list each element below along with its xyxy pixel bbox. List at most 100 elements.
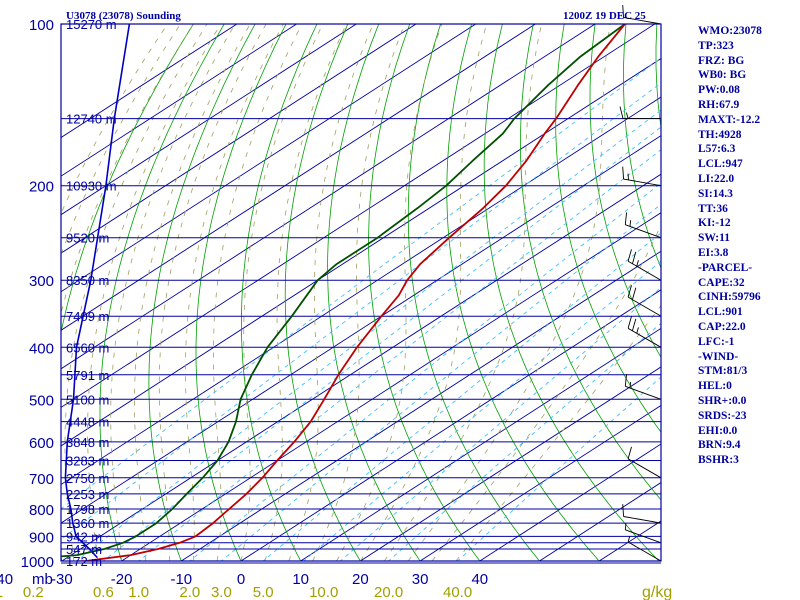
index-item: EHI:0.0 — [698, 424, 738, 437]
pressure-unit-label: mb — [32, 571, 53, 588]
pressure-tick-label: 300 — [29, 273, 54, 290]
height-label: 7409 m — [66, 309, 109, 324]
temperature-tick-label: -40 — [0, 571, 13, 588]
moist-adiabat — [240, 24, 324, 561]
wind-barb — [624, 212, 662, 239]
mixing-ratio-line — [189, 182, 661, 561]
index-item: CAP:22.0 — [698, 320, 746, 333]
mixing-ratio-line — [61, 82, 661, 541]
dry-adiabat — [327, 24, 421, 561]
barb-half — [626, 112, 629, 119]
pressure-tick-label: 100 — [29, 17, 54, 34]
wind-barb — [624, 523, 662, 544]
isotherm-line — [61, 24, 357, 216]
dry-adiabat — [781, 24, 800, 572]
barb-flag — [619, 106, 624, 119]
index-item: LFC:-1 — [698, 335, 735, 348]
isotherm-line — [360, 366, 661, 561]
temperature-tick-label: 40 — [471, 571, 488, 588]
index-item: LCL:901 — [698, 306, 743, 319]
moist-adiabat — [288, 24, 374, 561]
barb-flag — [631, 251, 637, 264]
temperature-tick-label: -30 — [51, 571, 73, 588]
dry-adiabat — [519, 24, 661, 501]
mixing-ratio-label: 20.0 — [374, 584, 403, 600]
barb-staff — [623, 16, 662, 25]
mixing-ratio-line — [339, 287, 661, 561]
height-label: 2750 m — [66, 471, 109, 486]
dry-adiabat — [240, 24, 318, 561]
barb-half — [624, 523, 627, 530]
wind-barb — [627, 285, 662, 317]
height-label: 1798 m — [66, 502, 109, 517]
height-label: 2253 m — [66, 487, 109, 502]
height-label: 942 m — [66, 529, 102, 544]
barb-flag — [631, 287, 637, 300]
barb-flag — [622, 504, 625, 517]
index-item: CINH:59796 — [698, 291, 761, 304]
sounding-time: 1200Z 19 DEC 25 — [563, 10, 646, 22]
isotherm-line — [61, 24, 536, 331]
isotherm-line — [61, 24, 656, 408]
barb-staff — [627, 541, 662, 562]
dry-adiabat — [407, 24, 541, 561]
pressure-tick-label: 400 — [29, 340, 54, 357]
height-label: 12740 m — [66, 112, 117, 127]
barb-staff — [625, 224, 662, 239]
barb-flag — [624, 374, 628, 387]
index-item: BRN:9.4 — [698, 439, 741, 452]
barb-staff — [625, 529, 662, 544]
mixing-ratio-label: 5.0 — [253, 584, 274, 600]
temperature-tick-label: 30 — [412, 571, 429, 588]
wind-barb — [622, 504, 662, 524]
index-item: LCL:947 — [698, 158, 743, 171]
isotherm-line — [181, 250, 661, 561]
pressure-tick-label: 600 — [29, 435, 54, 452]
barb-staff — [625, 385, 662, 400]
pressure-tick-label: 700 — [29, 471, 54, 488]
dry-adiabat — [148, 24, 256, 561]
barb-flag — [627, 249, 632, 262]
mixing-ratio-line — [220, 203, 661, 561]
mixing-ratio-unit-label: g/kg — [642, 584, 672, 600]
mixing-ratio-line — [75, 109, 661, 561]
index-item: SW:11 — [698, 232, 730, 245]
index-item: L57:6.3 — [698, 143, 736, 156]
pressure-tick-label: 200 — [29, 179, 54, 196]
mixing-ratio-line — [137, 149, 661, 561]
pressure-tick-label: 1000 — [21, 554, 54, 571]
wind-barb — [624, 374, 662, 400]
barb-flag — [631, 318, 637, 331]
index-item: SHR+:0.0 — [698, 394, 747, 407]
temperature-trace — [63, 24, 626, 561]
isotherm-line — [61, 135, 661, 524]
mixing-ratio-label: 1.0 — [128, 584, 149, 600]
height-label: 4448 m — [66, 415, 109, 430]
barb-flag — [627, 446, 632, 459]
index-item: SRDS:-23 — [698, 409, 747, 422]
mixing-ratio-line — [456, 376, 661, 561]
dry-adiabat — [446, 24, 600, 561]
barb-staff — [623, 516, 662, 524]
isotherm-line — [300, 327, 661, 561]
barb-half — [636, 327, 639, 334]
parcel-trace — [64, 24, 131, 559]
temperature-tick-label: 10 — [292, 571, 309, 588]
mixing-ratio-label: 40.0 — [443, 584, 472, 600]
isotherm-line — [61, 24, 297, 177]
height-label: 547 m — [66, 542, 102, 557]
index-item: TT:36 — [698, 202, 728, 215]
height-label: 5100 m — [66, 392, 109, 407]
height-label: 3848 m — [66, 435, 109, 450]
barb-flag — [622, 166, 625, 180]
index-item: SI:14.3 — [698, 187, 733, 200]
pressure-tick-label: 500 — [29, 392, 54, 409]
thermo-grid — [61, 24, 800, 572]
index-item: TP:323 — [698, 39, 734, 52]
barb-flag — [627, 285, 632, 298]
index-item: BSHR:3 — [698, 454, 739, 467]
mixing-ratio-label: 0.2 — [23, 584, 44, 600]
barb-half — [627, 535, 631, 543]
